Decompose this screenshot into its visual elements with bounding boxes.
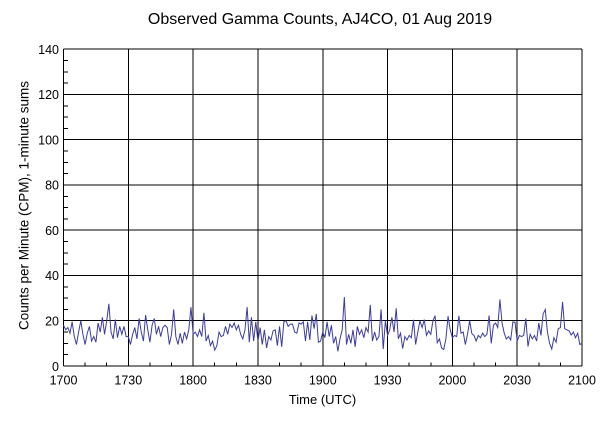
svg-text:120: 120 [38,88,59,102]
svg-text:Counts per Minute (CPM), 1-min: Counts per Minute (CPM), 1-minute sums [17,81,32,330]
svg-text:1800: 1800 [179,374,207,388]
svg-text:140: 140 [38,43,59,57]
svg-text:20: 20 [45,314,59,328]
svg-text:1900: 1900 [309,374,337,388]
svg-text:0: 0 [52,360,59,374]
svg-text:60: 60 [45,224,59,238]
svg-text:40: 40 [45,269,59,283]
svg-text:100: 100 [38,133,59,147]
svg-text:Observed Gamma Counts, AJ4CO,: Observed Gamma Counts, AJ4CO, 01 Aug 201… [148,11,492,28]
svg-text:2030: 2030 [503,374,531,388]
svg-text:1830: 1830 [244,374,272,388]
svg-text:Time (UTC): Time (UTC) [289,392,356,407]
svg-text:80: 80 [45,179,59,193]
svg-text:2000: 2000 [438,374,466,388]
svg-text:1700: 1700 [50,374,78,388]
svg-text:2100: 2100 [568,374,596,388]
svg-text:1730: 1730 [114,374,142,388]
svg-text:1930: 1930 [374,374,402,388]
